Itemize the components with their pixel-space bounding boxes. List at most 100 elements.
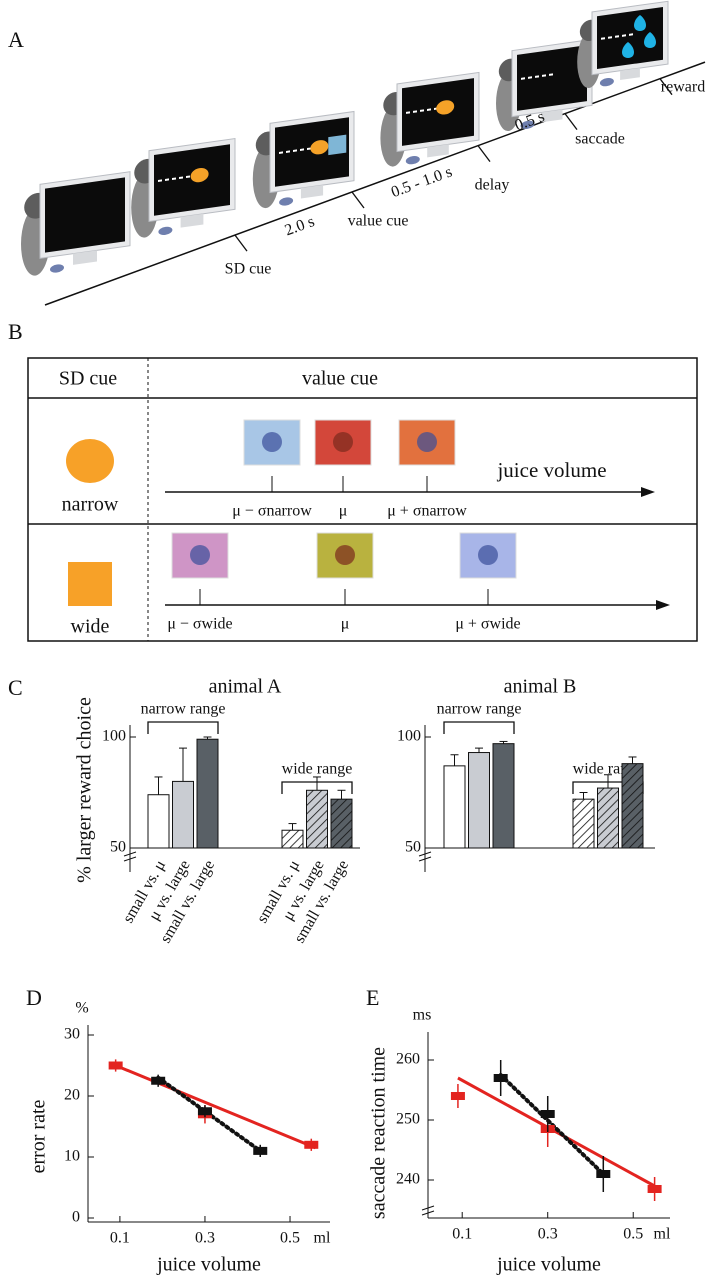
- y-tick-label: 100: [397, 728, 421, 745]
- header-label: value cue: [302, 368, 378, 390]
- y-tick-label: 100: [102, 728, 126, 745]
- data-point: [304, 1140, 319, 1149]
- axis-break: [123, 856, 137, 862]
- lever: [279, 197, 294, 206]
- monitor-stand: [180, 213, 204, 228]
- sd-cue: [190, 168, 209, 183]
- monitor-stand: [427, 144, 449, 158]
- tick-label: μ: [339, 503, 348, 520]
- data-point: [647, 1185, 662, 1193]
- y-tick-label: 10: [64, 1148, 80, 1165]
- data-point: [151, 1076, 166, 1085]
- water-drop: [644, 32, 656, 48]
- x-unit: ml: [314, 1230, 331, 1247]
- trial-frame: [380, 71, 480, 167]
- bar: [492, 743, 515, 849]
- gaze-line: [406, 106, 442, 114]
- sd-cue: [310, 140, 329, 155]
- axis-break: [418, 851, 432, 857]
- x-tick-label: 0.1: [110, 1230, 130, 1247]
- axis-break: [123, 851, 137, 857]
- y-tick-label: 20: [64, 1087, 80, 1104]
- y-tick-label: 240: [396, 1171, 420, 1188]
- x-tick-label: 0.1: [452, 1226, 472, 1243]
- data-point: [493, 1074, 508, 1082]
- fit-line: [457, 1076, 656, 1188]
- axis-arrow: [641, 487, 655, 497]
- value-cue-detail: [335, 545, 355, 565]
- event-tick: [659, 78, 673, 96]
- monitor-stand: [73, 250, 97, 265]
- trial-frame: [496, 38, 593, 132]
- monitor-screen: [45, 177, 125, 253]
- data-point: [450, 1092, 465, 1100]
- y-tick-label: 250: [396, 1111, 420, 1128]
- tick-label: μ + σnarrow: [387, 503, 467, 520]
- value-cue-detail: [190, 545, 210, 565]
- x-tick-label: 0.3: [195, 1230, 215, 1247]
- tick-label: μ − σnarrow: [232, 503, 312, 520]
- gaze-line: [158, 174, 196, 182]
- event-label: value cue: [348, 213, 409, 230]
- x-tick-label: 0.5: [280, 1230, 300, 1247]
- bar: [330, 798, 353, 849]
- data-point: [596, 1170, 611, 1178]
- duration-label: 2.0 s: [283, 213, 317, 239]
- bar: [196, 738, 219, 849]
- axis-break: [421, 1205, 435, 1211]
- group-label: narrow range: [437, 701, 522, 718]
- y-tick-label: 0: [72, 1209, 80, 1226]
- x-axis-label: juice volume: [496, 1254, 601, 1276]
- lever: [405, 156, 420, 165]
- sd-cue-square: [68, 562, 112, 606]
- tick-label: μ: [341, 616, 350, 633]
- x-tick-label: 0.5: [623, 1226, 643, 1243]
- lever: [50, 264, 64, 273]
- x-tick-label: 0.3: [538, 1226, 558, 1243]
- value-cue-detail: [417, 432, 437, 452]
- value-cue-detail: [478, 545, 498, 565]
- panel-label: C: [8, 675, 23, 700]
- fit-line: [498, 1073, 606, 1176]
- event-tick: [477, 145, 491, 163]
- trial-frame: [252, 110, 355, 209]
- y-tick-label: 50: [110, 839, 126, 856]
- y-unit: ms: [413, 1007, 432, 1024]
- bar: [468, 752, 490, 849]
- panel-label: B: [8, 319, 23, 344]
- gaze-line: [279, 146, 316, 154]
- water-drop: [634, 15, 646, 31]
- event-tick: [351, 191, 365, 209]
- row-label: narrow: [62, 494, 119, 516]
- x-axis-label: juice volume: [156, 1254, 261, 1276]
- chart-title: animal A: [209, 676, 282, 698]
- table-frame: [27, 357, 698, 642]
- lever: [158, 226, 173, 235]
- header-label: SD cue: [59, 368, 117, 390]
- bar: [281, 829, 304, 849]
- axis-break: [418, 856, 432, 862]
- data-point: [197, 1107, 212, 1116]
- value-cue-image: [171, 532, 229, 579]
- timeline: [44, 61, 706, 306]
- y-tick-label: 260: [396, 1051, 420, 1068]
- axis-arrow: [656, 600, 670, 610]
- event-tick: [564, 113, 578, 131]
- bar: [597, 787, 619, 849]
- panel-label: D: [26, 985, 42, 1010]
- monitor-stand: [300, 185, 324, 199]
- monitor-screen: [597, 6, 663, 70]
- panel-label: E: [366, 985, 379, 1010]
- value-cue-detail: [262, 432, 282, 452]
- y-tick-label: 50: [405, 839, 421, 856]
- y-unit: %: [75, 1000, 88, 1017]
- axis-label: juice volume: [496, 458, 606, 482]
- data-point: [253, 1146, 268, 1155]
- value-cue: [328, 134, 347, 156]
- row-label: wide: [71, 616, 110, 638]
- water-drop: [622, 42, 634, 58]
- bar: [172, 780, 194, 849]
- event-tick: [234, 234, 248, 252]
- monitor-screen: [154, 144, 230, 216]
